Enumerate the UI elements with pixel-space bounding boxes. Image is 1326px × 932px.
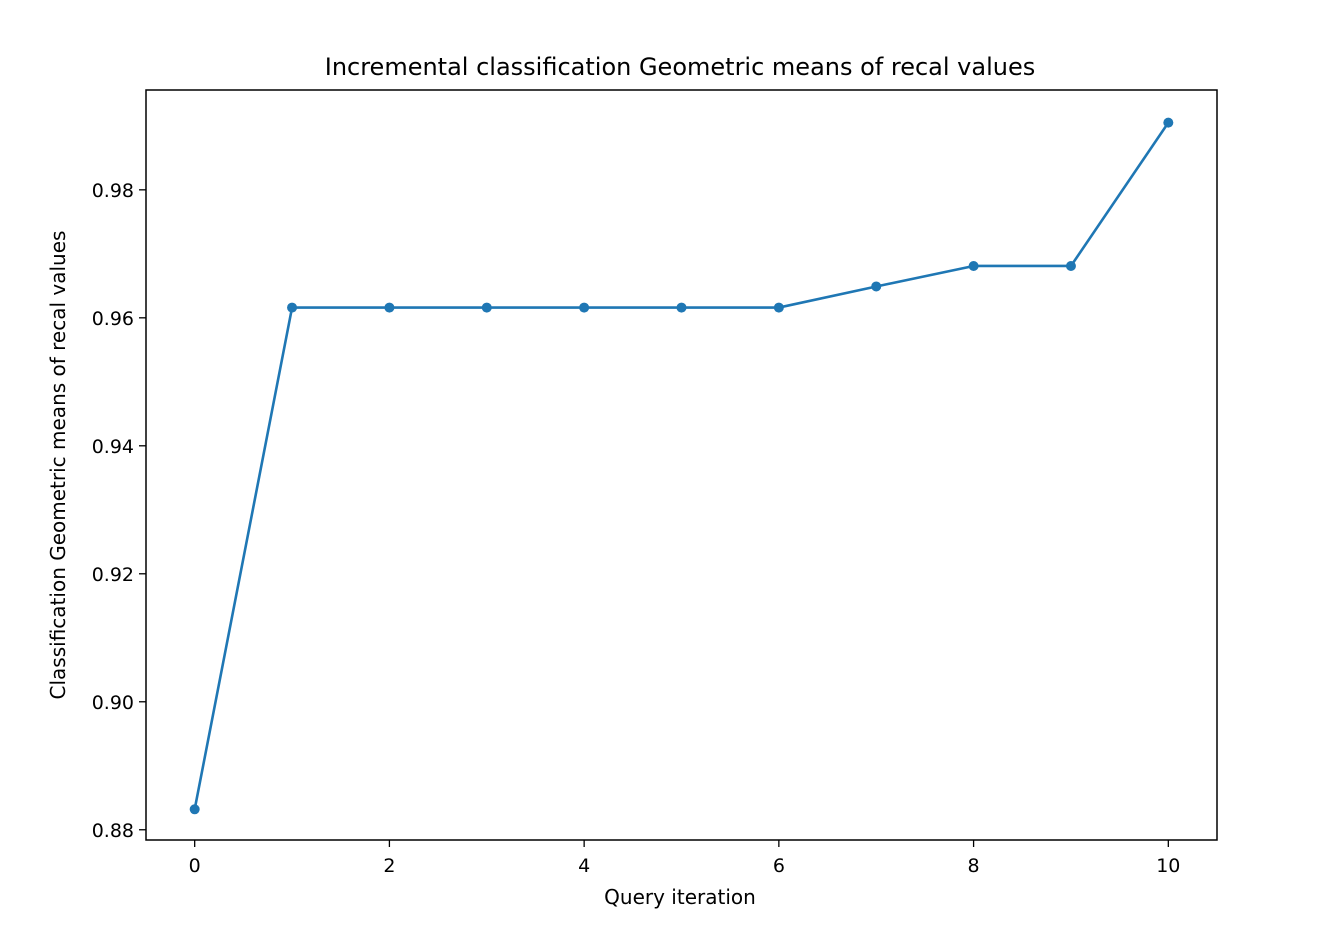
y-tick-label: 0.92	[92, 564, 134, 586]
data-point	[481, 302, 492, 313]
x-tick-label: 4	[578, 855, 590, 877]
x-tick-label: 2	[383, 855, 395, 877]
y-tick-label: 0.98	[92, 180, 134, 202]
y-tick-label: 0.90	[92, 692, 134, 714]
y-tick-label: 0.88	[92, 820, 134, 842]
x-tick-label: 6	[773, 855, 785, 877]
data-point	[287, 302, 298, 313]
data-point	[1065, 260, 1076, 271]
data-point	[384, 302, 395, 313]
data-point	[773, 302, 784, 313]
x-tick-label: 0	[189, 855, 201, 877]
data-point	[189, 804, 200, 815]
data-point	[871, 281, 882, 292]
y-axis-label: Classification Geometric means of recal …	[46, 231, 70, 700]
data-point	[968, 260, 979, 271]
data-point	[676, 302, 687, 313]
data-point	[579, 302, 590, 313]
plot-area: 0 2 4 6 8 10 0.88 0.90 0.92 0.94 0.96 0.98	[92, 89, 1218, 877]
data-point	[1163, 117, 1174, 128]
x-tick-label: 10	[1156, 855, 1180, 877]
chart-title: Incremental classification Geometric mea…	[325, 53, 1036, 81]
y-tick-label: 0.94	[92, 436, 134, 458]
x-tick-label: 8	[968, 855, 980, 877]
x-axis-label: Query iteration	[604, 885, 756, 909]
y-tick-label: 0.96	[92, 308, 134, 330]
plot-frame	[145, 89, 1218, 841]
